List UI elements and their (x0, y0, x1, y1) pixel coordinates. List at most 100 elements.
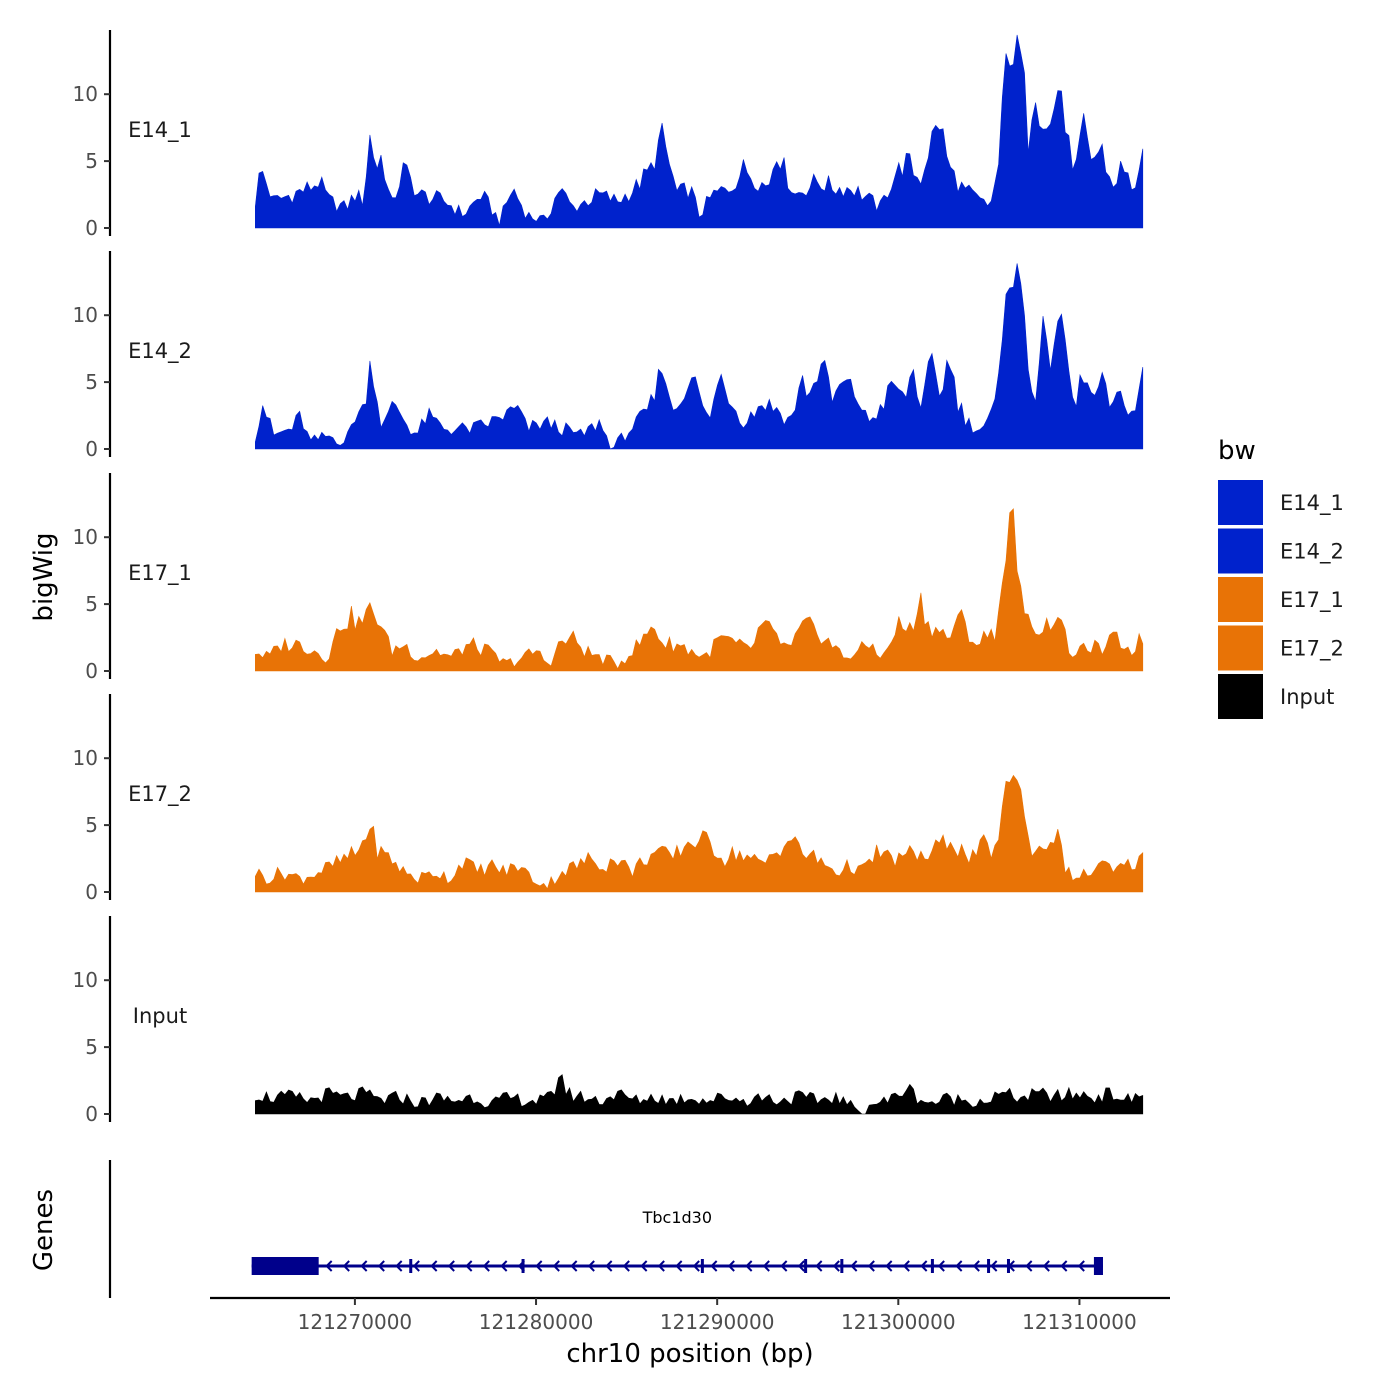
strand-arrow (325, 1260, 333, 1272)
legend-label: E17_2 (1280, 637, 1344, 662)
y-tick-label: 10 (73, 303, 98, 327)
strand-arrow (832, 1260, 840, 1272)
gene-exon (409, 1259, 413, 1273)
y-tick-label: 0 (85, 1102, 98, 1126)
gene-name: Tbc1d30 (642, 1208, 712, 1227)
strand-arrow (885, 1260, 893, 1272)
gene-exon (804, 1259, 808, 1273)
x-axis-title: chr10 position (bp) (566, 1339, 813, 1369)
strand-arrow (552, 1260, 560, 1272)
strand-arrow (570, 1260, 578, 1272)
signal-area (255, 34, 1144, 229)
signal-area (255, 774, 1144, 893)
y-axis-title: bigWig (29, 532, 59, 621)
strand-arrow (692, 1260, 700, 1272)
signal-area (255, 263, 1144, 450)
gene-panel-label: Genes (29, 1189, 59, 1271)
gene-exon (930, 1259, 934, 1273)
gene-exon (251, 1257, 319, 1275)
strand-arrow (710, 1260, 718, 1272)
y-tick-label: 5 (85, 813, 98, 837)
strand-arrow (482, 1260, 490, 1272)
strand-arrow (465, 1260, 473, 1272)
strand-arrow (360, 1260, 368, 1272)
track-label: E17_1 (128, 561, 192, 586)
x-tick-label: 121280000 (479, 1310, 594, 1334)
strand-arrow (920, 1260, 928, 1272)
strand-arrow (955, 1260, 963, 1272)
y-tick-label: 5 (85, 592, 98, 616)
track-label: E14_2 (128, 339, 192, 364)
legend-label: E14_1 (1280, 491, 1344, 516)
track-label: E17_2 (128, 782, 192, 807)
y-tick-label: 5 (85, 370, 98, 394)
y-tick-label: 10 (73, 746, 98, 770)
strand-arrow (675, 1260, 683, 1272)
x-axis: 121270000 121280000 121290000 121300000 1213… (210, 1296, 1170, 1369)
gene-exon (700, 1259, 704, 1273)
strand-arrow (377, 1260, 385, 1272)
x-tick-label: 121300000 (841, 1310, 956, 1334)
strand-arrow (657, 1260, 665, 1272)
strand-arrow (640, 1260, 648, 1272)
strand-arrow (797, 1260, 805, 1272)
track-e14-2: 0 5 10 E14_2 (73, 251, 1144, 461)
strand-arrow (815, 1260, 823, 1272)
strand-arrow (342, 1260, 350, 1272)
strand-arrow (412, 1260, 420, 1272)
gene-exon (840, 1259, 844, 1273)
strand-arrow (762, 1260, 770, 1272)
strand-arrow (867, 1260, 875, 1272)
strand-arrow (937, 1260, 945, 1272)
legend-swatch (1218, 674, 1263, 719)
strand-arrow (1077, 1260, 1085, 1272)
y-tick-label: 10 (73, 82, 98, 106)
track-label: Input (133, 1004, 187, 1028)
legend-label: E17_1 (1280, 588, 1344, 613)
gene-exon (1093, 1257, 1103, 1275)
y-tick-label: 5 (85, 149, 98, 173)
legend-label: Input (1280, 685, 1334, 709)
gene-exon (521, 1259, 525, 1273)
strand-arrow (850, 1260, 858, 1272)
strand-arrow (780, 1260, 788, 1272)
legend-label: E14_2 (1280, 540, 1344, 565)
strand-arrow (990, 1260, 998, 1272)
gene-exon (1006, 1259, 1010, 1273)
signal-area (255, 1074, 1144, 1115)
strand-arrow (1025, 1260, 1033, 1272)
strand-arrow (395, 1260, 403, 1272)
legend-swatch (1218, 480, 1263, 525)
legend-swatch (1218, 528, 1263, 574)
y-tick-label: 0 (85, 880, 98, 904)
strand-arrow (727, 1260, 735, 1272)
y-tick-label: 5 (85, 1035, 98, 1059)
strand-arrow (500, 1260, 508, 1272)
legend: bw E14_1 E14_2 E17_1 E17_2 Input (1218, 436, 1344, 719)
x-tick-label: 121310000 (1022, 1310, 1137, 1334)
signal-area (255, 508, 1144, 672)
y-tick-label: 0 (85, 437, 98, 461)
legend-title: bw (1218, 436, 1256, 466)
track-e17-2: 0 5 10 E17_2 (73, 694, 1144, 904)
strand-arrow (622, 1260, 630, 1272)
strand-arrow (447, 1260, 455, 1272)
strand-arrow (972, 1260, 980, 1272)
strand-arrow (1042, 1260, 1050, 1272)
track-e17-1: 0 5 10 E17_1 (73, 473, 1144, 683)
y-tick-label: 10 (73, 968, 98, 992)
gene-panel: Genes Tbc1d30 (29, 1160, 1103, 1298)
strand-arrow (535, 1260, 543, 1272)
y-tick-label: 0 (85, 659, 98, 683)
strand-arrow (745, 1260, 753, 1272)
track-e14-1: 0 5 10 E14_1 (73, 30, 1144, 240)
gene-exon (987, 1259, 991, 1273)
strand-arrow (430, 1260, 438, 1272)
strand-arrow (1060, 1260, 1068, 1272)
legend-swatch (1218, 577, 1263, 622)
y-tick-label: 0 (85, 216, 98, 240)
y-tick-label: 10 (73, 525, 98, 549)
strand-arrow (587, 1260, 595, 1272)
track-label: E14_1 (128, 118, 192, 143)
